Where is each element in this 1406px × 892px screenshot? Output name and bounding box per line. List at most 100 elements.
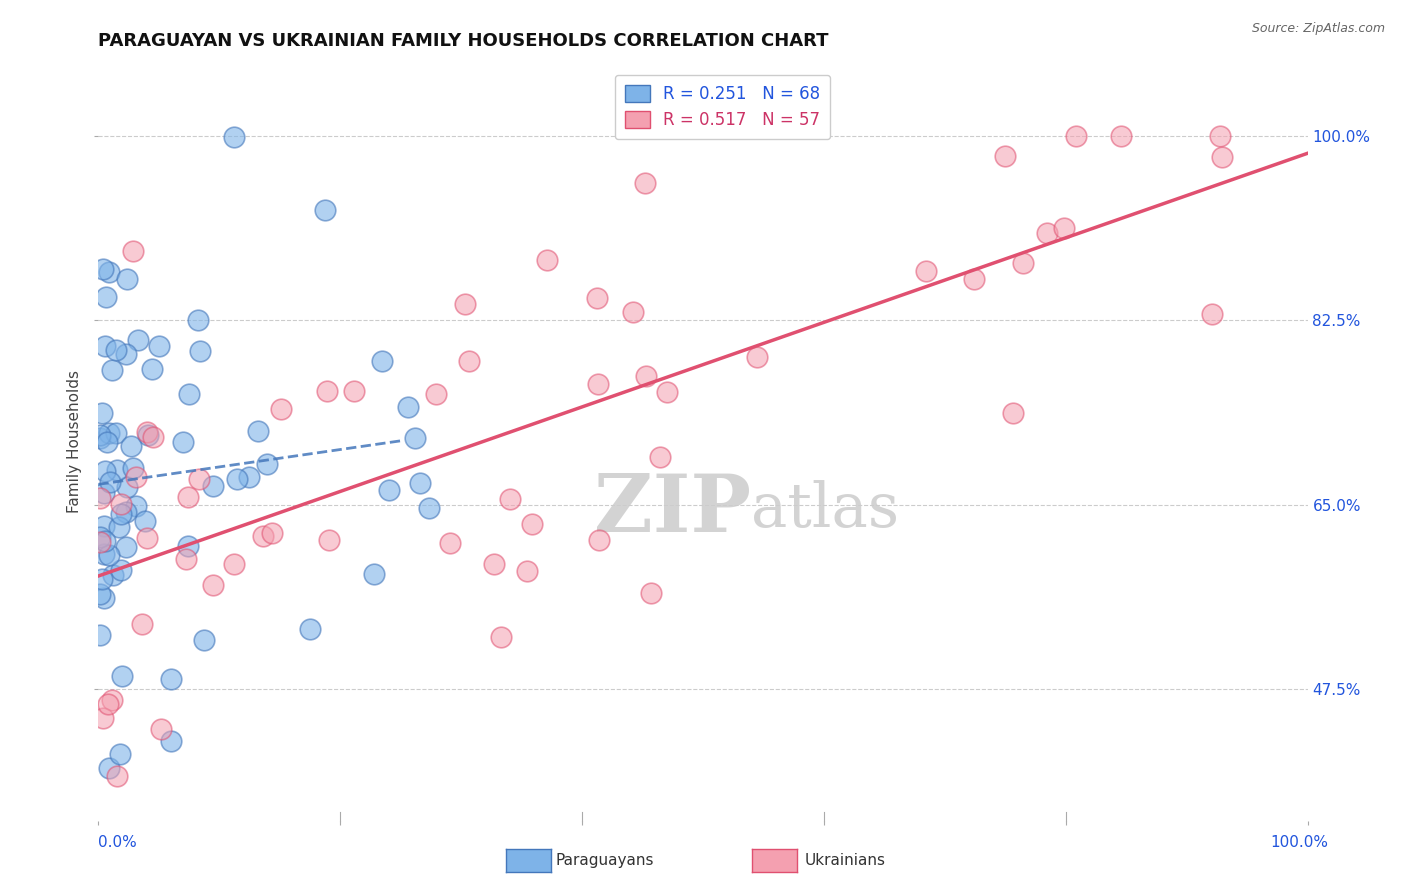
Point <box>124 500 146 514</box>
Point <box>93 547 115 561</box>
Point <box>173 435 195 450</box>
Point <box>270 402 292 417</box>
Point <box>110 497 132 511</box>
Text: ZIP: ZIP <box>595 471 751 549</box>
Point <box>586 377 609 392</box>
Point <box>160 734 183 748</box>
Point <box>98 549 121 563</box>
Point <box>238 470 260 484</box>
Point <box>439 536 461 550</box>
Point <box>409 476 432 491</box>
Point <box>93 533 115 548</box>
Point <box>318 533 340 547</box>
Point <box>193 633 215 648</box>
Point <box>1209 129 1232 144</box>
Point <box>127 333 149 347</box>
Point <box>131 617 153 632</box>
Point <box>1011 256 1033 270</box>
Point <box>101 568 124 582</box>
Point <box>138 428 160 442</box>
Point <box>135 425 157 439</box>
Point <box>142 430 165 444</box>
Point <box>110 747 132 762</box>
Point <box>136 531 159 545</box>
Point <box>1109 129 1132 144</box>
Point <box>120 439 142 453</box>
Text: PARAGUAYAN VS UKRAINIAN FAMILY HOUSEHOLDS CORRELATION CHART: PARAGUAYAN VS UKRAINIAN FAMILY HOUSEHOLD… <box>98 32 830 50</box>
Point <box>1211 150 1233 164</box>
Point <box>179 386 201 401</box>
Point <box>89 534 111 549</box>
Point <box>914 264 936 278</box>
Point <box>91 573 114 587</box>
Point <box>111 669 134 683</box>
Point <box>636 368 658 383</box>
Point <box>252 529 274 543</box>
Point <box>586 291 609 305</box>
Point <box>621 304 644 318</box>
Point <box>104 343 127 357</box>
Point <box>1036 226 1059 240</box>
Point <box>396 400 419 414</box>
Text: Paraguayans: Paraguayans <box>555 854 654 868</box>
Point <box>262 526 284 541</box>
Point <box>90 406 112 420</box>
Point <box>994 149 1017 163</box>
Point <box>122 461 145 475</box>
Point <box>97 761 120 775</box>
Point <box>458 354 481 368</box>
Point <box>98 475 121 490</box>
Text: Ukrainians: Ukrainians <box>804 854 886 868</box>
Point <box>202 479 225 493</box>
Point <box>105 463 128 477</box>
Point <box>491 630 513 644</box>
Point <box>371 354 394 368</box>
Point <box>222 557 245 571</box>
Point <box>160 672 183 686</box>
Point <box>224 130 246 145</box>
Point <box>96 435 118 450</box>
Point <box>343 384 366 398</box>
Point <box>633 176 655 190</box>
Point <box>516 564 538 578</box>
Point <box>101 363 124 377</box>
Point <box>1064 129 1087 144</box>
Point <box>650 450 672 464</box>
Point <box>522 516 544 531</box>
Point <box>150 723 173 737</box>
Text: atlas: atlas <box>751 480 900 540</box>
Point <box>115 347 138 361</box>
Point <box>114 505 136 519</box>
Point <box>110 507 132 521</box>
Point <box>148 339 170 353</box>
Point <box>122 244 145 259</box>
Point <box>108 520 131 534</box>
Point <box>93 591 115 606</box>
Point <box>94 291 117 305</box>
Point <box>100 693 122 707</box>
Point <box>425 387 447 401</box>
Point <box>174 552 197 566</box>
Point <box>536 253 558 268</box>
Point <box>89 587 111 601</box>
Point <box>89 431 111 445</box>
Point <box>93 339 115 353</box>
Point <box>404 431 426 445</box>
Point <box>188 472 211 486</box>
Point <box>316 384 339 398</box>
Point <box>298 622 321 636</box>
Point <box>115 541 138 555</box>
Point <box>89 530 111 544</box>
Text: 100.0%: 100.0% <box>1271 836 1329 850</box>
Legend: R = 0.251   N = 68, R = 0.517   N = 57: R = 0.251 N = 68, R = 0.517 N = 57 <box>614 75 830 139</box>
Point <box>454 297 477 311</box>
Point <box>499 492 522 507</box>
Text: 0.0%: 0.0% <box>98 836 138 850</box>
Point <box>115 479 138 493</box>
Point <box>89 491 111 506</box>
Point <box>97 265 120 279</box>
Point <box>110 563 132 577</box>
Point <box>378 483 401 497</box>
Point <box>418 500 440 515</box>
Point <box>188 344 211 359</box>
